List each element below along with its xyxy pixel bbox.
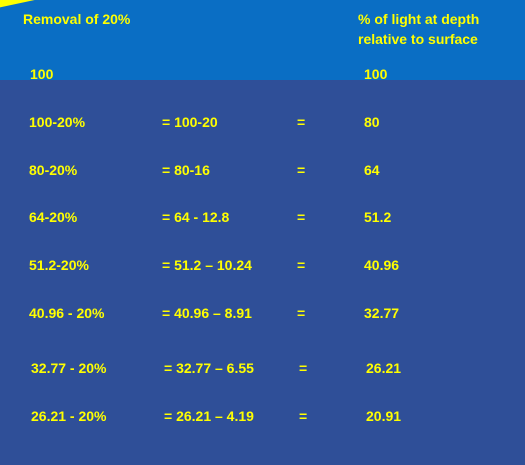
row-result: 64 <box>364 162 380 178</box>
row-calculation: = 80-16 <box>162 162 210 178</box>
row-calculation: = 32.77 – 6.55 <box>164 360 254 376</box>
row-result: 100 <box>364 66 388 82</box>
row-equals: = <box>297 162 306 178</box>
row-result: 80 <box>364 114 380 130</box>
right-title-line2: relative to surface <box>358 31 478 47</box>
row-expression: 64-20% <box>29 209 78 225</box>
row-calculation: = 40.96 – 8.91 <box>162 305 252 321</box>
header-band <box>0 0 525 80</box>
row-expression: 40.96 - 20% <box>29 305 105 321</box>
row-expression: 51.2-20% <box>29 257 89 273</box>
row-expression: 100-20% <box>29 114 86 130</box>
row-result: 32.77 <box>364 305 400 321</box>
row-equals: = <box>297 114 306 130</box>
row-result: 40.96 <box>364 257 400 273</box>
row-result: 51.2 <box>364 209 392 225</box>
right-title-line1: % of light at depth <box>358 11 480 27</box>
row-calculation: = 64 - 12.8 <box>162 209 230 225</box>
row-equals: = <box>299 408 308 424</box>
row-expression: 80-20% <box>29 162 78 178</box>
row-calculation: = 100-20 <box>162 114 218 130</box>
row-expression: 32.77 - 20% <box>31 360 107 376</box>
row-expression: 26.21 - 20% <box>31 408 107 424</box>
row-expression: 100 <box>30 66 54 82</box>
left-title: Removal of 20% <box>23 11 131 27</box>
row-result: 20.91 <box>366 408 402 424</box>
row-equals: = <box>297 257 306 273</box>
row-equals: = <box>297 209 306 225</box>
row-equals: = <box>297 305 306 321</box>
row-result: 26.21 <box>366 360 402 376</box>
row-calculation: = 26.21 – 4.19 <box>164 408 254 424</box>
row-calculation: = 51.2 – 10.24 <box>162 257 252 273</box>
row-equals: = <box>299 360 308 376</box>
